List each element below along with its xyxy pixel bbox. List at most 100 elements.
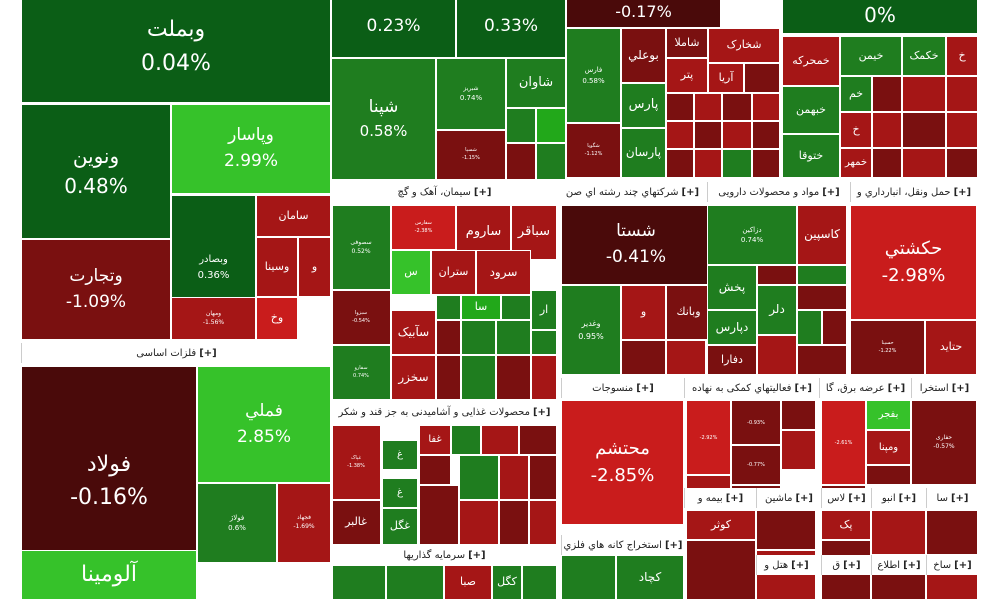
stock-tile[interactable]: پارسان bbox=[621, 128, 666, 178]
treemap-mini-tile[interactable] bbox=[522, 565, 557, 600]
treemap-mini-tile[interactable] bbox=[436, 355, 461, 400]
stock-tile[interactable]: خ bbox=[946, 36, 978, 76]
treemap-mini-tile[interactable] bbox=[694, 121, 722, 149]
expand-sector-button[interactable]: [+] bbox=[843, 559, 861, 571]
expand-sector-button[interactable]: [+] bbox=[199, 347, 217, 359]
treemap-mini-tile[interactable] bbox=[946, 112, 978, 148]
sector-header[interactable]: اطلاع [+] bbox=[871, 555, 926, 575]
stock-tile[interactable]: فجهاد -1.69% bbox=[277, 483, 331, 563]
sector-header[interactable]: ساخ [+] bbox=[926, 555, 978, 575]
treemap-mini-tile[interactable] bbox=[752, 121, 780, 149]
stock-tile[interactable]: غالبر bbox=[331, 500, 381, 545]
stock-tile[interactable]: پتر bbox=[666, 58, 708, 93]
treemap-mini-tile[interactable] bbox=[419, 485, 459, 545]
stock-tile[interactable]: حتاید bbox=[925, 320, 977, 375]
treemap-mini-tile[interactable] bbox=[621, 340, 666, 375]
treemap-mini-tile[interactable] bbox=[496, 320, 531, 355]
stock-tile[interactable]: غپاک -1.38% bbox=[331, 425, 381, 500]
stock-tile[interactable]: دفارا bbox=[707, 345, 757, 375]
stock-tile[interactable]: خ bbox=[840, 112, 872, 148]
stock-tile[interactable]: شپنا 0.58% bbox=[331, 58, 436, 180]
treemap-mini-tile[interactable] bbox=[866, 465, 911, 485]
stock-tile[interactable]: بوعلي bbox=[621, 28, 666, 83]
stock-tile[interactable]: وبملت 0.04% bbox=[21, 0, 331, 103]
stock-tile[interactable]: دزاکین 0.74% bbox=[707, 205, 797, 265]
sector-header[interactable]: عرضه برق، گا [+] bbox=[819, 378, 911, 398]
expand-sector-button[interactable]: [+] bbox=[822, 186, 840, 198]
expand-sector-button[interactable]: [+] bbox=[950, 492, 969, 504]
stock-tile[interactable]: شسپا -1.15% bbox=[436, 130, 506, 180]
sector-header[interactable]: شرکتهاي چند رشته اي صن [+] bbox=[557, 182, 707, 202]
stock-tile[interactable]: خکمک bbox=[902, 36, 946, 76]
sector-header[interactable]: سرمایه گذاریها [+] bbox=[331, 545, 557, 565]
treemap-mini-tile[interactable] bbox=[872, 148, 902, 178]
stock-tile[interactable]: دلر bbox=[757, 285, 797, 335]
stock-tile[interactable]: و bbox=[621, 285, 666, 340]
treemap-mini-tile[interactable] bbox=[722, 93, 752, 121]
treemap-mini-tile[interactable] bbox=[536, 143, 566, 180]
stock-tile[interactable]: شستا -0.41% bbox=[561, 205, 711, 285]
expand-sector-button[interactable]: [+] bbox=[473, 186, 492, 198]
sector-header[interactable]: حمل ونقل، انبارداري و [+] bbox=[850, 182, 977, 202]
sector-header[interactable]: منسوجات [+] bbox=[561, 378, 684, 398]
expand-sector-button[interactable]: [+] bbox=[791, 559, 809, 571]
treemap-mini-tile[interactable] bbox=[686, 540, 756, 600]
stock-tile[interactable]: کچاد bbox=[616, 555, 684, 600]
sector-header[interactable]: فلزات اساسی [+] bbox=[21, 343, 331, 363]
stock-tile[interactable]: ستران bbox=[431, 250, 476, 295]
sector-header[interactable]: لاس [+] bbox=[821, 488, 871, 508]
stock-tile[interactable]: غ bbox=[382, 478, 418, 508]
stock-tile[interactable]: سفارس -2.38% bbox=[391, 205, 456, 250]
expand-sector-button[interactable]: [+] bbox=[903, 559, 921, 571]
treemap-mini-tile[interactable] bbox=[722, 121, 752, 149]
treemap-mini-tile[interactable] bbox=[419, 455, 451, 485]
treemap-mini-tile[interactable] bbox=[666, 340, 706, 375]
treemap-mini-tile[interactable] bbox=[797, 345, 847, 375]
expand-sector-button[interactable]: [+] bbox=[953, 186, 972, 198]
treemap-mini-tile[interactable] bbox=[872, 112, 902, 148]
treemap-mini-tile[interactable] bbox=[499, 455, 529, 500]
expand-sector-button[interactable]: [+] bbox=[954, 559, 972, 571]
stock-tile[interactable]: ختوقا bbox=[782, 134, 840, 178]
stock-tile[interactable]: کوثر bbox=[686, 510, 756, 540]
treemap-mini-tile[interactable] bbox=[902, 76, 946, 112]
stock-tile[interactable]: غ bbox=[382, 440, 418, 470]
stock-tile[interactable]: محتشم -2.85% bbox=[561, 400, 684, 525]
stock-tile[interactable]: -2.61% bbox=[821, 400, 866, 485]
stock-tile[interactable]: سصوفی 0.52% bbox=[331, 205, 391, 290]
treemap-mini-tile[interactable] bbox=[459, 455, 499, 500]
stock-tile[interactable]: ومهان -1.56% bbox=[171, 297, 256, 340]
treemap-mini-tile[interactable] bbox=[461, 320, 496, 355]
sector-header[interactable]: بیمه و [+] bbox=[684, 488, 756, 508]
expand-sector-button[interactable]: [+] bbox=[532, 406, 551, 418]
treemap-mini-tile[interactable] bbox=[946, 148, 978, 178]
stock-tile[interactable]: فملي 2.85% bbox=[197, 366, 331, 483]
stock-tile[interactable]: صبا bbox=[444, 565, 492, 600]
stock-tile[interactable]: دپارس bbox=[707, 310, 757, 345]
treemap-mini-tile[interactable] bbox=[797, 310, 822, 345]
treemap-mini-tile[interactable] bbox=[666, 121, 694, 149]
stock-tile[interactable]: حفاری -0.57% bbox=[911, 400, 977, 485]
treemap-mini-tile[interactable] bbox=[529, 500, 557, 545]
treemap-mini-tile[interactable] bbox=[666, 149, 694, 178]
stock-tile[interactable]: شبریز 0.74% bbox=[436, 58, 506, 130]
stock-tile[interactable]: فارس 0.58% bbox=[566, 28, 621, 123]
expand-sector-button[interactable]: [+] bbox=[664, 539, 683, 551]
stock-tile[interactable]: پارس bbox=[621, 83, 666, 128]
treemap-mini-tile[interactable] bbox=[781, 430, 816, 470]
sector-header[interactable]: سا [+] bbox=[926, 488, 978, 508]
stock-tile[interactable]: ونوین 0.48% bbox=[21, 104, 171, 239]
stock-tile[interactable]: وغدير 0.95% bbox=[561, 285, 621, 375]
treemap-mini-tile[interactable] bbox=[481, 425, 519, 455]
stock-tile[interactable]: خمهر bbox=[840, 148, 872, 178]
treemap-mini-tile[interactable] bbox=[926, 510, 978, 555]
sector-header[interactable]: فعالیتهاي کمکی به نهاده [+] bbox=[684, 378, 819, 398]
treemap-mini-tile[interactable] bbox=[757, 335, 797, 375]
treemap-mini-tile[interactable] bbox=[561, 555, 616, 600]
treemap-mini-tile[interactable] bbox=[436, 295, 461, 320]
stock-tile[interactable]: 0% bbox=[782, 0, 978, 34]
stock-tile[interactable]: سامان bbox=[256, 195, 331, 237]
treemap-mini-tile[interactable] bbox=[506, 108, 536, 143]
treemap-mini-tile[interactable] bbox=[871, 510, 926, 555]
stock-tile[interactable]: سآبیک bbox=[391, 310, 436, 355]
